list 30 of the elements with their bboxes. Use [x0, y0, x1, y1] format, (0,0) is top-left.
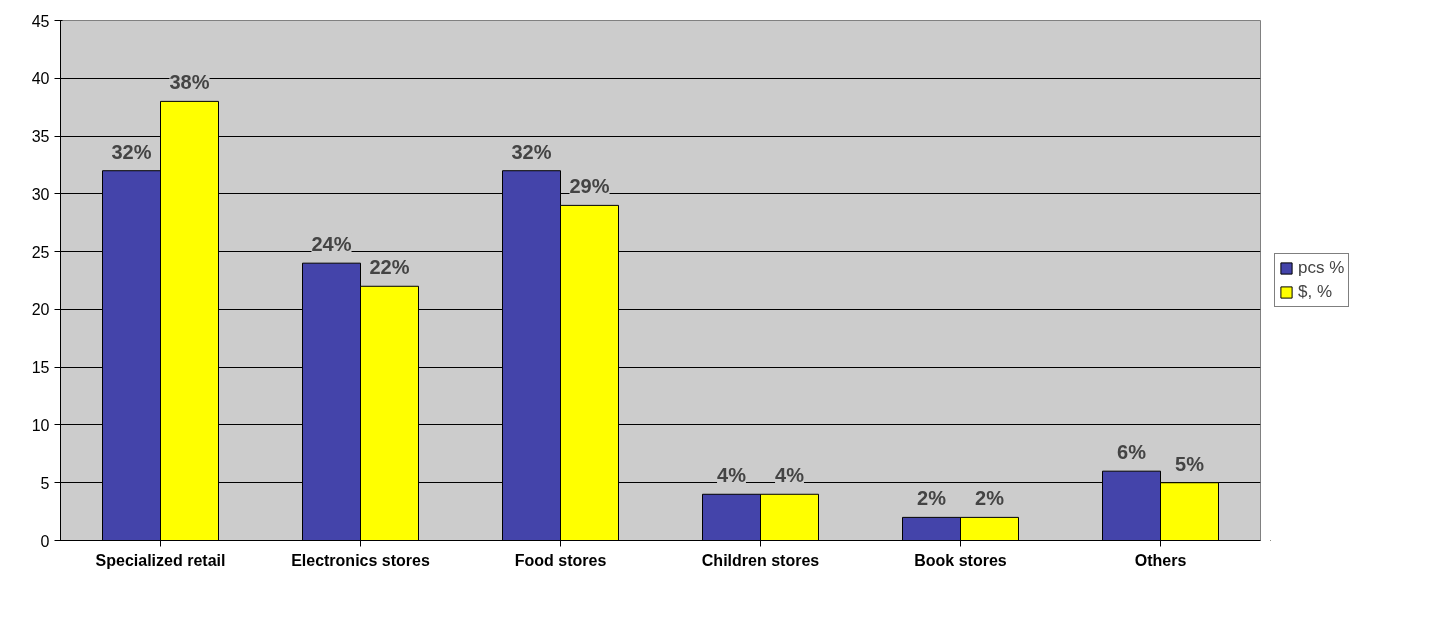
legend-label: pcs %: [1298, 258, 1345, 278]
data-label: 38%: [169, 71, 210, 94]
data-label: 4%: [717, 464, 747, 487]
y-tick-label: 5: [40, 474, 50, 492]
y-tick-label: 45: [31, 12, 50, 30]
x-tick-label: Children stores: [701, 551, 820, 569]
data-label: 24%: [311, 233, 352, 256]
legend-label: $, %: [1298, 282, 1333, 302]
data-label: 2%: [975, 487, 1005, 510]
x-tick-label: Book stores: [914, 551, 1007, 569]
data-label: 4%: [775, 464, 805, 487]
y-tick-label: 10: [31, 416, 50, 434]
x-tick-label: Electronics stores: [291, 551, 430, 569]
data-label: 5%: [1175, 452, 1205, 475]
data-label: 6%: [1117, 441, 1147, 464]
y-tick-label: 0: [40, 532, 50, 550]
y-tick-label: 40: [31, 70, 50, 88]
data-label: 32%: [511, 140, 552, 163]
data-label: 2%: [917, 487, 947, 510]
y-tick-label: 20: [31, 301, 50, 319]
data-label: 29%: [569, 175, 610, 198]
x-tick-label: Food stores: [514, 551, 607, 569]
x-tick-label: Specialized retail: [95, 551, 226, 569]
data-label: 22%: [369, 256, 410, 279]
y-tick-label: 15: [31, 359, 50, 377]
data-label: 32%: [111, 140, 152, 163]
y-tick-label: 35: [31, 128, 50, 146]
y-tick-label: 25: [31, 243, 50, 261]
x-tick-label: Others: [1134, 551, 1187, 569]
y-tick-label: 30: [31, 185, 50, 203]
